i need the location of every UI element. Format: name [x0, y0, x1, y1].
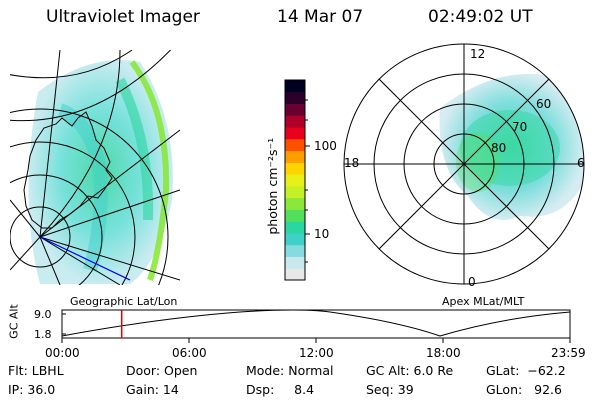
ip-info: IP: 36.0	[8, 382, 56, 397]
apex-label: Apex MLat/MLT	[442, 295, 525, 308]
colorbar-segment	[285, 268, 305, 281]
seq-info: Seq: 39	[366, 382, 414, 397]
colorbar-tick-10: 10	[314, 227, 330, 241]
time-label: 02:49:02 UT	[428, 7, 533, 27]
colorbar-segment	[285, 232, 305, 246]
time-tick-0000: 00:00	[45, 346, 80, 360]
polar-plot	[343, 43, 585, 285]
gain-info: Gain: 14	[126, 382, 179, 397]
altitude-ylabel: GC Alt	[7, 304, 21, 339]
mlt-label-6: 6	[577, 156, 585, 170]
altitude-curve	[61, 309, 571, 337]
altitude-tick-1-8: 1.8	[34, 328, 52, 341]
dsp-info: Dsp: 8.4	[246, 382, 315, 397]
coastline-left	[23, 111, 113, 229]
mode-info: Mode: Normal	[246, 363, 334, 378]
colorbar-segment	[285, 244, 305, 257]
colorbar-segment	[285, 138, 305, 152]
instrument-title: Ultraviolet Imager	[46, 7, 200, 27]
mlat-label-70: 70	[512, 120, 528, 134]
mlt-label-12: 12	[470, 47, 486, 61]
colorbar-segment	[285, 197, 305, 210]
colorbar-segment	[285, 150, 305, 163]
colorbar-unit-label: photon cm⁻²s⁻¹	[264, 137, 280, 235]
mlt-label-18: 18	[344, 156, 360, 170]
altitude-tick-9: 9.0	[34, 308, 52, 321]
mlt-label-0: 0	[468, 275, 476, 289]
colorbar-frame	[284, 79, 306, 281]
geographic-map-panel	[10, 50, 180, 285]
time-tick-0600: 06:00	[172, 346, 207, 360]
colorbar-segment	[285, 185, 305, 199]
gc-alt-info: GC Alt: 6.0 Re	[366, 363, 454, 378]
colorbar-segment	[285, 115, 305, 128]
colorbar-segment	[285, 91, 305, 105]
glat-info: GLat: −62.2	[486, 363, 566, 378]
colorbar-segment	[285, 174, 305, 187]
colorbar-segment	[285, 221, 305, 234]
time-tick-2359: 23:59	[551, 346, 586, 360]
colorbar-segment	[285, 103, 305, 116]
colorbar	[285, 80, 305, 281]
colorbar-tick-100: 100	[314, 139, 337, 153]
time-tick-1200: 12:00	[299, 346, 334, 360]
colorbar-segment	[285, 209, 305, 222]
colorbar-tickmarks	[305, 99, 310, 263]
sun-direction-line	[39, 236, 131, 281]
filter-info: Flt: LBHL	[8, 363, 64, 378]
aurora-emission-left	[28, 60, 173, 284]
colorbar-segment	[285, 256, 305, 269]
grid-lines-left	[10, 50, 180, 285]
colorbar-segment	[285, 127, 305, 140]
geographic-label: Geographic Lat/Lon	[70, 295, 178, 308]
mlat-label-60: 60	[536, 97, 552, 111]
colorbar-segment	[285, 80, 305, 93]
door-info: Door: Open	[126, 363, 198, 378]
altitude-plot	[61, 309, 571, 343]
aurora-emission-polar	[439, 73, 584, 220]
colorbar-segment	[285, 162, 305, 175]
glon-info: GLon: 92.6	[486, 382, 562, 397]
mlat-label-80: 80	[491, 141, 507, 155]
time-tick-1800: 18:00	[426, 346, 461, 360]
date-label: 14 Mar 07	[277, 7, 364, 27]
